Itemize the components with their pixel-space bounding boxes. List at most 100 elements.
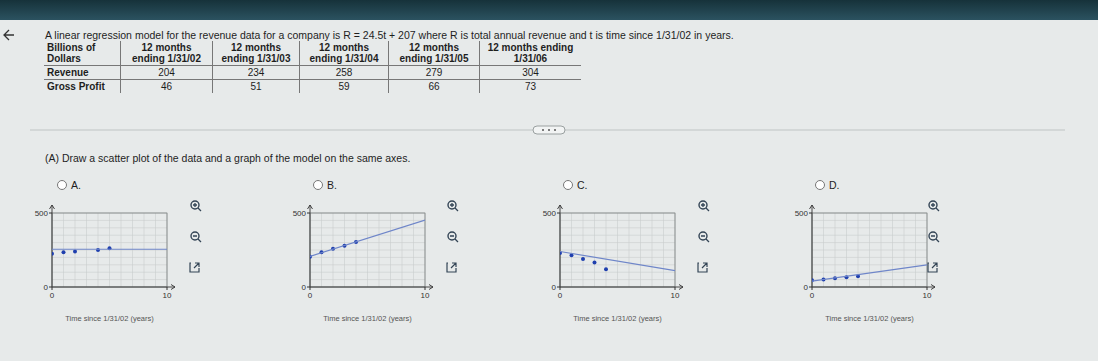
header-cell: 12 months ending 1/31/03: [213, 41, 300, 66]
cell: 59: [300, 80, 389, 94]
zoom-in-icon[interactable]: [191, 201, 201, 211]
row-label: Gross Profit: [44, 80, 121, 94]
y-tick-label: 0: [44, 283, 49, 292]
plot-frame: [52, 213, 167, 287]
minor-grid: [812, 250, 927, 251]
lens-handle: [193, 203, 201, 211]
question-text: A linear regression model for the revenu…: [45, 29, 734, 41]
minor-grid: [144, 213, 145, 287]
x-axis: [812, 285, 935, 290]
part-text: (A) Draw a scatter plot of the data and …: [45, 152, 410, 164]
chart: 0500010Time since 1/31/02 (years): [795, 205, 935, 323]
plot-frame: [560, 213, 675, 287]
model-line: [310, 220, 425, 256]
plot-frame: [812, 213, 927, 287]
y-axis: [50, 205, 55, 287]
row-label: Revenue: [44, 66, 121, 80]
cell: 234: [213, 66, 300, 80]
radio[interactable]: [314, 181, 323, 190]
zoom-out-icon[interactable]: [929, 232, 939, 242]
chart: 0500010Time since 1/31/02 (years): [293, 205, 433, 323]
zoom-in-icon[interactable]: [448, 201, 458, 211]
minor-grid: [310, 279, 425, 280]
zoom-out-icon[interactable]: [448, 232, 458, 242]
minor-grid: [155, 213, 156, 287]
y-tick: [809, 213, 812, 214]
radio[interactable]: [816, 181, 825, 190]
x-axis-label: Time since 1/31/02 (years): [825, 314, 914, 323]
lens-handle: [450, 236, 458, 242]
minor-grid: [52, 264, 167, 265]
minor-grid: [310, 272, 425, 273]
cell: 258: [300, 66, 389, 80]
x-tick: [675, 287, 676, 290]
radio[interactable]: [564, 181, 573, 190]
y-axis: [810, 205, 815, 287]
header-cell: 12 months ending 1/31/02: [121, 41, 213, 66]
cell: 73: [480, 80, 582, 94]
minor-grid: [560, 279, 675, 280]
more-button[interactable]: [533, 126, 565, 134]
data-point: [593, 261, 597, 265]
model-line: [812, 265, 927, 281]
x-axis-label: Time since 1/31/02 (years): [323, 314, 412, 323]
header-cell: 12 months ending 1/31/06: [480, 41, 582, 66]
chart: 0500010Time since 1/31/02 (years): [543, 205, 683, 323]
more-dot: [548, 129, 550, 131]
open-glyph: [447, 263, 456, 272]
minor-grid: [812, 257, 927, 258]
data-point: [96, 248, 100, 252]
data-point: [52, 252, 54, 256]
cell: 46: [121, 80, 213, 94]
open-glyph: [928, 263, 937, 272]
cell: 204: [121, 66, 213, 80]
minor-grid: [560, 257, 675, 258]
radio[interactable]: [58, 181, 67, 190]
minor-grid: [379, 213, 380, 287]
x-tick-label: 0: [558, 291, 563, 300]
x-tick-label: 0: [50, 291, 55, 300]
minor-grid: [121, 213, 122, 287]
y-tick-label: 500: [795, 209, 809, 218]
x-tick-label: 10: [671, 291, 680, 300]
option-label: B.: [327, 179, 337, 191]
zoom-in-icon[interactable]: [699, 201, 709, 211]
zoom-out-icon[interactable]: [191, 232, 201, 242]
minor-grid: [881, 213, 882, 287]
data-group: [52, 246, 167, 255]
data-point: [604, 267, 608, 271]
zoom-out-icon[interactable]: [699, 232, 709, 242]
y-tick: [49, 213, 52, 214]
top-bar: [0, 0, 1098, 20]
more-button-box: [533, 126, 565, 134]
open-icon[interactable]: [928, 263, 937, 272]
model-line: [52, 249, 167, 250]
y-axis: [558, 205, 563, 287]
minor-grid: [560, 264, 675, 265]
lens-handle: [193, 236, 201, 242]
open-icon[interactable]: [698, 263, 707, 272]
minor-grid: [892, 213, 893, 287]
lens-handle: [450, 203, 458, 211]
x-tick-label: 0: [308, 291, 313, 300]
y-tick: [307, 213, 310, 214]
header-cell: 12 months ending 1/31/04: [300, 41, 389, 66]
minor-grid: [915, 213, 916, 287]
model-line: [560, 251, 675, 270]
y-tick-label: 500: [35, 209, 49, 218]
cell: 66: [389, 80, 480, 94]
minor-grid: [52, 272, 167, 273]
open-icon[interactable]: [447, 263, 456, 272]
open-icon[interactable]: [190, 263, 199, 272]
back-arrow[interactable]: [4, 30, 14, 40]
x-tick: [310, 287, 311, 290]
header-cell: Billions of Dollars: [44, 41, 121, 66]
x-axis-label: Time since 1/31/02 (years): [65, 314, 154, 323]
cell: 279: [389, 66, 480, 80]
minor-grid: [904, 213, 905, 287]
header-cell: 12 months ending 1/31/05: [389, 41, 480, 66]
minor-grid: [652, 213, 653, 287]
option-label: D.: [829, 179, 840, 191]
minor-grid: [52, 257, 167, 258]
zoom-in-icon[interactable]: [929, 201, 939, 211]
